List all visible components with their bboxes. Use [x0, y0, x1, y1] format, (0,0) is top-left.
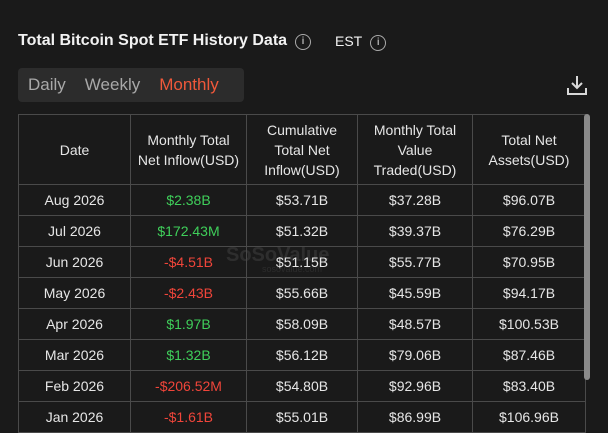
table-row: Jan 2026 -$1.61B $55.01B $86.99B $106.96B	[18, 401, 586, 433]
tab[interactable]: Weekly	[84, 75, 141, 94]
title-text: Total Bitcoin Spot ETF History Data	[18, 32, 288, 49]
column-header: Total Net Assets(USD)	[472, 114, 586, 185]
table-cell: $2.38B	[130, 184, 247, 216]
table-cell: Jul 2026	[18, 215, 131, 247]
table-cell: $55.01B	[246, 401, 358, 433]
table-cell: $45.59B	[357, 277, 473, 309]
table-row: Mar 2026 $1.32B $56.12B $79.06B $87.46B	[18, 339, 586, 371]
table-cell: -$2.43B	[130, 277, 247, 309]
table-row: Feb 2026 -$206.52M $54.80B $92.96B $83.40B	[18, 370, 586, 402]
table-cell: $83.40B	[472, 370, 586, 402]
table-cell: $37.28B	[357, 184, 473, 216]
table-cell: $55.77B	[357, 246, 473, 278]
table-cell: $96.07B	[472, 184, 586, 216]
table-cell: $87.46B	[472, 339, 586, 371]
table-cell: $58.09B	[246, 308, 358, 340]
title: Total Bitcoin Spot ETF History Data i	[18, 32, 312, 50]
table-cell: $51.15B	[246, 246, 358, 278]
table-cell: $76.29B	[472, 215, 586, 247]
table-cell: Apr 2026	[18, 308, 131, 340]
tab[interactable]: Daily	[28, 75, 66, 94]
table-cell: $70.95B	[472, 246, 586, 278]
table-cell: $172.43M	[130, 215, 247, 247]
table-cell: $55.66B	[246, 277, 358, 309]
table-row: Aug 2026 $2.38B $53.71B $37.28B $96.07B	[18, 184, 586, 216]
table-cell: May 2026	[18, 277, 131, 309]
table-cell: $54.80B	[246, 370, 358, 402]
table-cell: -$206.52M	[130, 370, 247, 402]
table-cell: $48.57B	[357, 308, 473, 340]
table-row: May 2026 -$2.43B $55.66B $45.59B $94.17B	[18, 277, 586, 309]
table-cell: $1.97B	[130, 308, 247, 340]
table-cell: $94.17B	[472, 277, 586, 309]
download-icon[interactable]	[566, 74, 588, 96]
table-cell: Feb 2026	[18, 370, 131, 402]
timezone-text: EST	[335, 33, 363, 49]
table-cell: Jun 2026	[18, 246, 131, 278]
table-wrap: Date Monthly Total Net Inflow(USD) Cumulat…	[18, 114, 586, 433]
table-cell: $92.96B	[357, 370, 473, 402]
table-cell: $53.71B	[246, 184, 358, 216]
tab-bar: Daily Weekly Monthly	[18, 68, 244, 102]
column-header: Date	[18, 114, 131, 185]
table-cell: $106.96B	[472, 401, 586, 433]
table-cell: $100.53B	[472, 308, 586, 340]
header-row: Date Monthly Total Net Inflow(USD) Cumulat…	[18, 114, 586, 185]
column-header: Monthly Total Value Traded(USD)	[357, 114, 473, 185]
table-cell: $56.12B	[246, 339, 358, 371]
table-cell: -$4.51B	[130, 246, 247, 278]
history-table: Date Monthly Total Net Inflow(USD) Cumulat…	[18, 114, 586, 433]
column-header: Monthly Total Net Inflow(USD)	[130, 114, 247, 185]
table-cell: Mar 2026	[18, 339, 131, 371]
timezone[interactable]: EST i	[335, 33, 387, 51]
table-cell: $51.32B	[246, 215, 358, 247]
table-cell: $39.37B	[357, 215, 473, 247]
table-cell: -$1.61B	[130, 401, 247, 433]
table-cell: $86.99B	[357, 401, 473, 433]
table-cell: Jan 2026	[18, 401, 131, 433]
tab[interactable]: Monthly	[159, 75, 219, 94]
column-header: Cumulative Total Net Inflow(USD)	[246, 114, 358, 185]
table-cell: Aug 2026	[18, 184, 131, 216]
info-icon[interactable]: i	[370, 35, 387, 51]
table-row: Jul 2026 $172.43M $51.32B $39.37B $76.29B	[18, 215, 586, 247]
table-body: Aug 2026 $2.38B $53.71B $37.28B $96.07B Jul 2…	[18, 184, 586, 433]
table-row: Apr 2026 $1.97B $58.09B $48.57B $100.53B	[18, 308, 586, 340]
info-icon[interactable]: i	[295, 34, 312, 50]
table-cell: $79.06B	[357, 339, 473, 371]
scrollbar[interactable]	[584, 114, 590, 380]
table-cell: $1.32B	[130, 339, 247, 371]
table-row: Jun 2026 -$4.51B $51.15B $55.77B $70.95B	[18, 246, 586, 278]
